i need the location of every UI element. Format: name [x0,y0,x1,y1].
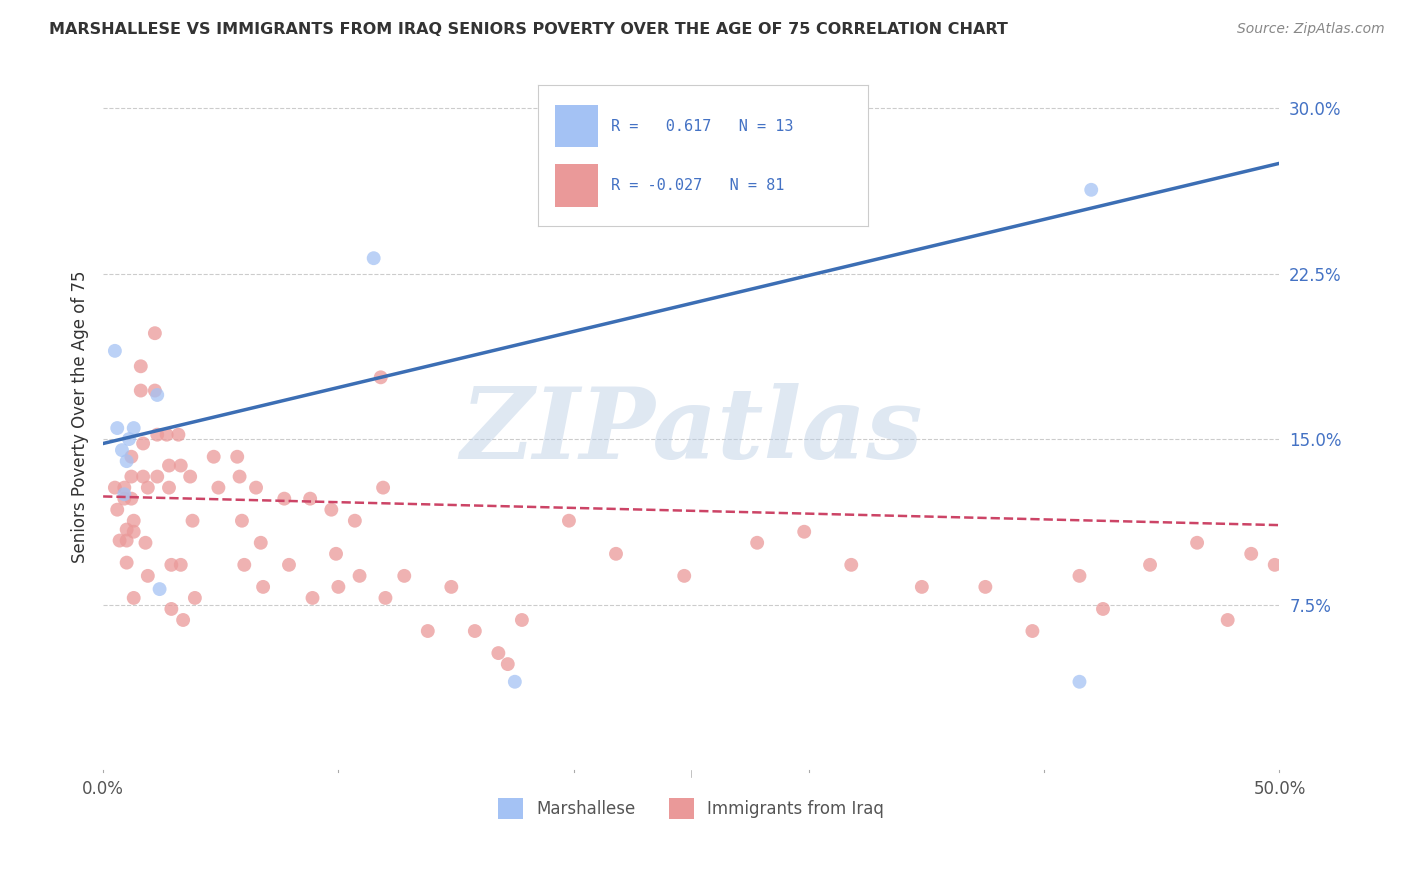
Point [911,580,934,594]
Point [143,326,166,341]
Point [146,469,169,483]
Point [1069,569,1091,583]
Point [440,580,463,594]
Point [146,427,169,442]
Point [170,558,193,572]
Point [363,251,385,265]
Point [112,487,135,501]
Point [149,582,172,596]
Point [129,384,152,398]
Point [118,432,141,446]
Point [122,591,145,605]
Point [370,370,392,384]
Point [1091,602,1114,616]
Point [129,359,152,374]
Point [1080,183,1102,197]
Point [160,602,183,616]
Point [394,569,416,583]
Point [1264,558,1286,572]
Point [207,481,229,495]
Point [558,514,581,528]
Point [245,481,267,495]
Point [115,523,138,537]
Point [747,535,769,549]
Point [181,514,204,528]
Text: MARSHALLESE VS IMMIGRANTS FROM IRAQ SENIORS POVERTY OVER THE AGE OF 75 CORRELATI: MARSHALLESE VS IMMIGRANTS FROM IRAQ SENI… [49,22,1008,37]
Point [122,421,145,435]
Point [839,558,862,572]
Point [143,384,166,398]
Point [120,491,142,506]
Point [115,454,138,468]
Point [136,569,159,583]
Point [120,469,142,483]
Point [503,674,526,689]
Point [278,558,301,572]
Point [343,514,366,528]
Point [1021,624,1043,638]
Text: ZIPatlas: ZIPatlas [460,383,922,479]
Point [122,514,145,528]
Point [104,343,127,358]
Point [252,580,274,594]
Point [486,646,509,660]
Point [134,535,156,549]
Point [170,458,193,473]
Point [416,624,439,638]
Point [233,558,256,572]
Point [132,469,155,483]
Point [111,443,134,458]
Point [1240,547,1263,561]
Point [249,535,271,549]
Point [105,421,128,435]
Point [374,591,396,605]
Point [132,436,155,450]
Point [160,558,183,572]
Point [605,547,627,561]
Point [112,491,135,506]
Point [167,427,190,442]
Point [120,450,142,464]
Point [179,469,201,483]
Point [301,591,323,605]
Point [1139,558,1161,572]
Point [321,502,343,516]
Point [673,569,696,583]
Point [228,469,250,483]
Legend: Marshallese, Immigrants from Iraq: Marshallese, Immigrants from Iraq [492,791,891,825]
Point [172,613,194,627]
Point [328,580,350,594]
Point [1216,613,1239,627]
Y-axis label: Seniors Poverty Over the Age of 75: Seniors Poverty Over the Age of 75 [72,271,89,563]
Point [974,580,997,594]
Point [104,481,127,495]
Point [112,481,135,495]
Point [115,556,138,570]
Point [464,624,486,638]
Point [202,450,225,464]
Point [231,514,253,528]
Point [157,458,180,473]
Text: Source: ZipAtlas.com: Source: ZipAtlas.com [1237,22,1385,37]
Point [184,591,207,605]
Point [1185,535,1208,549]
Point [273,491,295,506]
Point [136,481,159,495]
Point [510,613,533,627]
Point [156,427,179,442]
Point [325,547,347,561]
Point [146,388,169,402]
Point [1069,674,1091,689]
Point [157,481,180,495]
Point [105,502,128,516]
Point [108,533,131,548]
Point [496,657,519,672]
Point [349,569,371,583]
Point [115,533,138,548]
Point [371,481,394,495]
Point [226,450,249,464]
Point [122,524,145,539]
Point [793,524,815,539]
Point [299,491,322,506]
